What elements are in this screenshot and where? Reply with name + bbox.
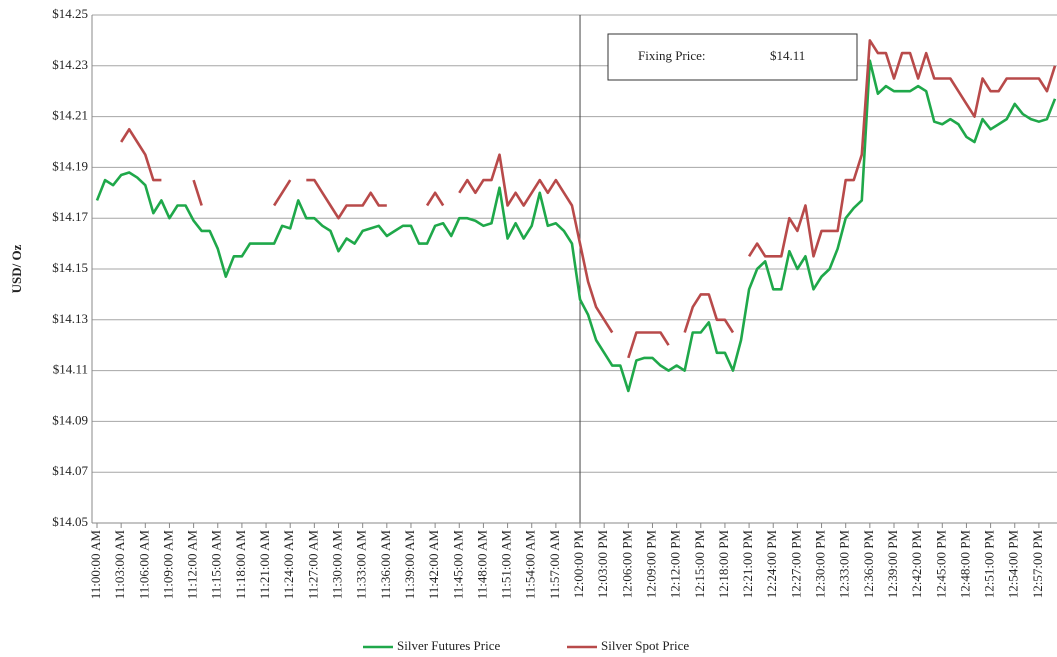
- x-tick-label: 12:00:00 PM: [571, 530, 586, 599]
- y-tick-label: $14.15: [52, 260, 88, 275]
- x-tick-label: 12:30:00 PM: [813, 530, 828, 599]
- x-tick-label: 12:54:00 PM: [1006, 530, 1021, 599]
- x-tick-label: 12:21:00 PM: [740, 530, 755, 599]
- x-tick-label: 12:45:00 PM: [933, 530, 948, 599]
- y-tick-label: $14.23: [52, 57, 88, 72]
- annotation-box: [607, 33, 858, 81]
- y-tick-label: $14.07: [52, 463, 88, 478]
- x-tick-label: 11:39:00 AM: [402, 530, 417, 600]
- x-tick-label: 11:12:00 AM: [185, 530, 200, 600]
- y-tick-label: $14.11: [53, 362, 88, 377]
- x-tick-label: 11:03:00 AM: [112, 530, 127, 600]
- legend-label: Silver Spot Price: [601, 638, 689, 653]
- x-tick-label: 11:42:00 AM: [426, 530, 441, 600]
- y-tick-label: $14.21: [52, 108, 88, 123]
- y-tick-label: $14.13: [52, 311, 88, 326]
- x-tick-label: 11:00:00 AM: [88, 530, 103, 600]
- x-tick-label: 11:30:00 AM: [329, 530, 344, 600]
- x-tick-label: 12:15:00 PM: [692, 530, 707, 599]
- x-tick-label: 11:21:00 AM: [257, 530, 272, 600]
- x-tick-label: 11:06:00 AM: [136, 530, 151, 600]
- x-tick-label: 12:48:00 PM: [957, 530, 972, 599]
- x-tick-label: 11:27:00 AM: [305, 530, 320, 600]
- y-tick-label: $14.17: [52, 209, 88, 224]
- series-line: [120, 39, 1057, 359]
- x-tick-label: 12:57:00 PM: [1030, 530, 1045, 599]
- x-tick-label: 12:33:00 PM: [837, 530, 852, 599]
- x-tick-label: 12:12:00 PM: [668, 530, 683, 599]
- x-tick-label: 11:15:00 AM: [209, 530, 224, 600]
- x-tick-label: 11:51:00 AM: [499, 530, 514, 600]
- x-tick-label: 11:54:00 AM: [523, 530, 538, 600]
- x-tick-label: 11:45:00 AM: [450, 530, 465, 600]
- x-tick-label: 11:48:00 AM: [474, 530, 489, 600]
- x-tick-label: 12:42:00 PM: [909, 530, 924, 599]
- y-tick-label: $14.09: [52, 412, 88, 427]
- x-tick-label: 12:06:00 PM: [619, 530, 634, 599]
- legend-label: Silver Futures Price: [397, 638, 500, 653]
- x-tick-label: 12:24:00 PM: [764, 530, 779, 599]
- y-tick-label: $14.19: [52, 158, 88, 173]
- x-tick-label: 11:33:00 AM: [354, 530, 369, 600]
- x-tick-label: 12:09:00 PM: [643, 530, 658, 599]
- series-line: [95, 59, 1057, 393]
- x-tick-label: 12:39:00 PM: [885, 530, 900, 599]
- x-tick-label: 12:51:00 PM: [982, 530, 997, 599]
- x-tick-label: 12:36:00 PM: [861, 530, 876, 599]
- x-tick-label: 11:09:00 AM: [160, 530, 175, 600]
- y-tick-label: $14.05: [52, 514, 88, 529]
- y-axis-title: USD/ Oz: [9, 244, 24, 293]
- x-tick-label: 12:03:00 PM: [595, 530, 610, 599]
- y-tick-label: $14.25: [52, 6, 88, 21]
- x-tick-label: 12:27:00 PM: [788, 530, 803, 599]
- x-tick-label: 11:18:00 AM: [233, 530, 248, 600]
- x-tick-label: 11:24:00 AM: [281, 530, 296, 600]
- annotation-value: $14.11: [770, 48, 805, 63]
- x-tick-label: 12:18:00 PM: [716, 530, 731, 599]
- annotation-label: Fixing Price:: [638, 48, 706, 63]
- x-tick-label: 11:36:00 AM: [378, 530, 393, 600]
- x-tick-label: 11:57:00 AM: [547, 530, 562, 600]
